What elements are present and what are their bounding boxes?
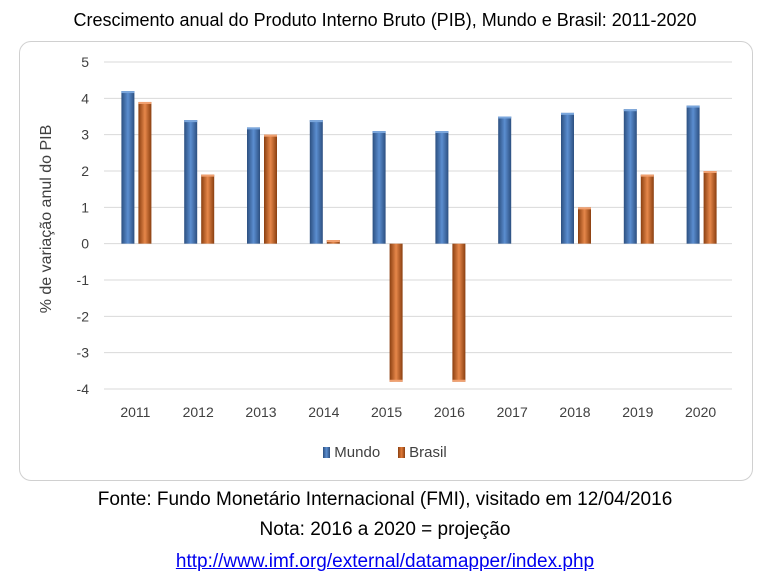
- x-tick-label: 2015: [371, 404, 402, 420]
- x-tick-label: 2016: [434, 404, 465, 420]
- bar-brasil: [452, 243, 466, 382]
- bar-mundo: [498, 116, 512, 244]
- legend-label-brasil: Brasil: [409, 444, 447, 461]
- bar-mundo: [309, 120, 323, 244]
- bar-brasil: [578, 207, 591, 244]
- y-tick-label: -1: [77, 272, 90, 288]
- bar-mundo-cap: [184, 120, 198, 123]
- x-tick-label: 2019: [622, 404, 653, 420]
- x-tick-label: 2017: [497, 404, 528, 420]
- bar-mundo-cap: [623, 109, 637, 112]
- bar-mundo-cap: [435, 131, 449, 134]
- bar-mundo: [184, 120, 198, 244]
- bar-mundo-cap: [309, 120, 323, 123]
- bar-mundo: [247, 127, 260, 244]
- source-link[interactable]: http://www.imf.org/external/datamapper/i…: [175, 551, 595, 572]
- bar-mundo: [623, 109, 637, 244]
- bar-mundo: [121, 91, 135, 244]
- legend-item-brasil: Brasil: [398, 444, 447, 461]
- bar-mundo: [561, 112, 574, 244]
- source-url: http://www.imf.org/external/datamapper/i…: [0, 551, 770, 573]
- bar-mundo-cap: [561, 112, 574, 115]
- y-tick-label: 2: [81, 163, 89, 179]
- x-tick-label: 2020: [685, 404, 716, 420]
- legend-swatch-mundo: [323, 447, 331, 458]
- bar-brasil-cap: [640, 174, 654, 177]
- bar-brasil-cap: [389, 379, 403, 382]
- bar-brasil: [389, 243, 403, 382]
- bar-brasil-cap: [578, 207, 591, 210]
- y-axis-label: % de variação anul do PIB: [38, 124, 55, 314]
- x-tick-label: 2018: [559, 404, 590, 420]
- bar-brasil: [264, 134, 277, 244]
- y-tick-label: 5: [81, 54, 89, 70]
- bar-mundo-cap: [372, 131, 386, 134]
- bar-brasil-cap: [264, 134, 277, 137]
- bar-mundo-cap: [121, 91, 135, 94]
- source-note: Fonte: Fundo Monetário Internacional (FM…: [97, 489, 673, 510]
- bar-mundo-cap: [498, 116, 512, 119]
- bar-brasil-cap: [138, 101, 152, 104]
- bar-mundo: [372, 131, 386, 244]
- projection-note: Nota: 2016 a 2020 = projeção: [259, 519, 511, 540]
- legend: Mundo Brasil: [0, 444, 770, 461]
- legend-label-mundo: Mundo: [334, 444, 381, 461]
- bar-brasil: [640, 174, 654, 244]
- y-tick-label: -4: [77, 381, 90, 397]
- bar-brasil-cap: [326, 240, 340, 243]
- y-tick-label: -2: [77, 308, 90, 324]
- x-tick-label: 2012: [183, 404, 214, 420]
- bar-brasil-cap: [452, 379, 466, 382]
- y-tick-label: 4: [81, 90, 89, 106]
- y-tick-label: 0: [81, 236, 89, 252]
- y-tick-label: -3: [77, 345, 90, 361]
- legend-item-mundo: Mundo: [323, 444, 380, 461]
- bar-brasil-cap: [201, 174, 215, 177]
- y-tick-label: 3: [81, 127, 89, 143]
- bar-brasil-cap: [703, 171, 717, 173]
- bar-mundo-cap: [686, 105, 700, 108]
- y-tick-label: 1: [81, 199, 89, 215]
- bar-mundo-cap: [247, 127, 260, 130]
- bar-mundo: [435, 131, 449, 244]
- legend-swatch-brasil: [398, 447, 406, 458]
- bar-brasil: [138, 101, 152, 244]
- x-tick-label: 2011: [120, 404, 150, 420]
- bar-brasil: [703, 171, 717, 244]
- chart-title: Crescimento anual do Produto Interno Bru…: [73, 10, 697, 30]
- bar-brasil: [201, 174, 215, 244]
- x-tick-label: 2014: [308, 404, 339, 420]
- bar-mundo: [686, 105, 700, 244]
- x-tick-label: 2013: [245, 404, 276, 420]
